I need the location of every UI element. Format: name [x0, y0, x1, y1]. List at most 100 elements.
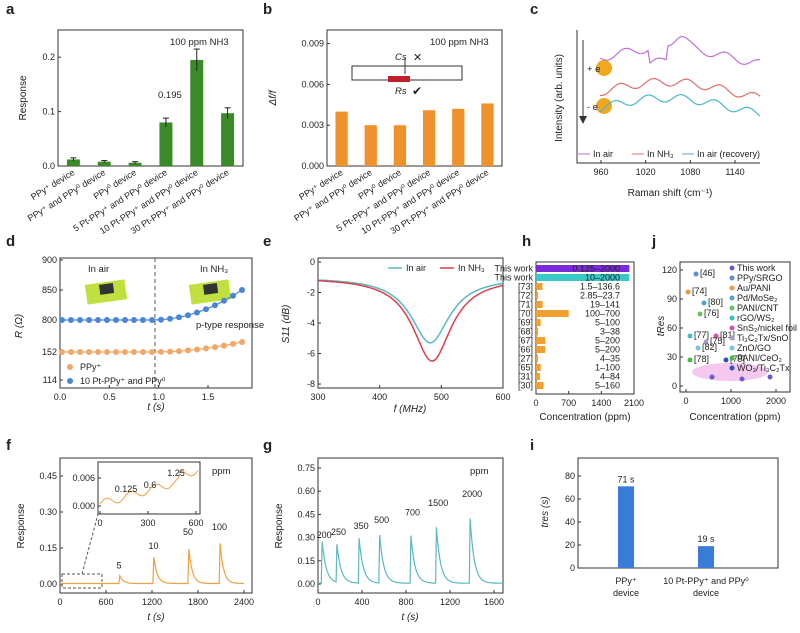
panel-g-response-chart: ppm Response t (s) 0 400 800 1200 1600 0.00 0.… — [274, 457, 504, 623]
panel-d-point — [194, 309, 200, 316]
panel-g-peak-label: 350 — [354, 521, 369, 531]
panel-j-legend-label: SnS₂/nickel foil — [737, 323, 797, 333]
panel-f-frame — [59, 457, 253, 594]
panel-e-ytick-label: -8 — [307, 379, 315, 389]
panel-g-ytick-label: 0.15 — [297, 556, 315, 566]
panel-j-point — [723, 357, 729, 363]
panel-g-ytick-label: 0.30 — [297, 533, 315, 543]
electron-icon — [596, 98, 612, 114]
panel-j-legend-marker — [729, 355, 735, 361]
panel-e-ytick-label: -2 — [307, 288, 315, 298]
panel-d-point — [95, 317, 101, 323]
panel-e-xtick-label: 600 — [495, 392, 510, 402]
panel-g-peak-label: 1500 — [428, 498, 448, 508]
panel-d-point — [59, 317, 65, 323]
panel-i-ytick-label: 60 — [565, 494, 575, 504]
panel-g-frame — [317, 457, 504, 594]
panel-j-point-label: [79] — [730, 354, 745, 364]
panel-i-ytick-label: 20 — [565, 540, 575, 550]
panel-i-ytick-label: 80 — [565, 471, 575, 481]
panel-d-bottom-ytick-label: 152 — [42, 347, 57, 357]
panel-e-xlabel: f (MHz) — [394, 404, 427, 415]
panel-a-annotation: 100 ppm NH3 — [170, 37, 229, 48]
panel-i-bar — [698, 546, 714, 568]
panel-f-peak-label: 10 — [149, 541, 159, 551]
panel-b-bar-chart: 100 ppm NH3 Δf/f Cs ✕ Rs ✔ PPy⁺ devicePP… — [268, 29, 503, 236]
panel-f-inset-xtick-label: 0 — [97, 518, 102, 528]
panel-a-ylabel: Response — [18, 75, 29, 120]
region-in-nh3: In NH₃ — [200, 264, 228, 275]
arrow-head-icon — [579, 116, 587, 124]
circuit-inset: Cs ✕ Rs ✔ — [351, 52, 463, 98]
panel-e-ytick-label: -6 — [307, 349, 315, 359]
panel-h-range-bar — [536, 283, 543, 290]
panel-d-point — [194, 346, 200, 353]
panel-d-point — [176, 348, 182, 355]
panel-d-point — [212, 344, 218, 351]
panel-h-range-bar — [536, 346, 546, 353]
panel-d-point — [167, 315, 173, 322]
panel-d-point — [212, 302, 218, 309]
panel-d-frame — [59, 257, 253, 389]
chip-icon — [98, 282, 115, 295]
panel-j-point-label: [46] — [700, 268, 715, 278]
panel-i-category-label: PPy⁺ — [615, 576, 637, 586]
panel-d-point — [68, 349, 74, 355]
panel-j-legend-marker — [729, 315, 735, 321]
cross-icon: ✕ — [413, 52, 422, 64]
panel-j-point-label: [76] — [704, 308, 719, 318]
panel-h-range-bar — [536, 301, 543, 308]
panel-j-xlabel: Concentration (ppm) — [689, 412, 780, 423]
panel-d-point — [221, 297, 227, 304]
panel-j-legend-marker — [729, 325, 735, 331]
panel-f-xtick-label: 0 — [57, 597, 62, 607]
panel-d-point — [239, 339, 245, 345]
panel-d-top-ytick-label: 850 — [42, 285, 57, 295]
panel-b-ytick-label: 0.003 — [301, 120, 324, 130]
marker-plus-e: + e — [587, 64, 600, 75]
zoom-connector — [81, 513, 99, 575]
panel-c-xtick-label: 1080 — [680, 167, 700, 177]
panel-h-ref-label: [67] — [518, 336, 533, 346]
panel-j-legend-marker — [729, 275, 735, 281]
panel-g-peak-label: 2000 — [462, 489, 482, 499]
panel-d-point — [149, 317, 155, 323]
panel-e-ytick-label: -4 — [307, 318, 315, 328]
panel-g-peak-label: 250 — [331, 527, 346, 537]
panel-j-legend-label: PANI/CNT — [737, 303, 779, 313]
panel-h-range-label: 2.85–23.7 — [580, 291, 620, 301]
panel-d-point — [68, 317, 74, 323]
panel-i-frame — [577, 457, 779, 569]
panel-f-peak-label: 5 — [117, 560, 122, 570]
panel-d-point — [131, 349, 137, 355]
panel-a-bar — [66, 159, 80, 166]
panel-h-ref-label: [68] — [518, 327, 533, 337]
panel-i-ytick-label: 0 — [570, 563, 575, 573]
panel-d-ylabel: R (Ω) — [14, 314, 25, 338]
panel-h-range-bar — [536, 274, 630, 281]
panel-d-point — [167, 348, 173, 355]
panel-letter-c: c — [530, 1, 538, 18]
panel-d-xlabel: t (s) — [147, 402, 164, 413]
panel-g-xtick-label: 1200 — [440, 597, 460, 607]
panel-i-ytick-label: 40 — [565, 517, 575, 527]
panel-j-legend-label: ZnO/GO — [737, 343, 771, 353]
panel-d-point — [230, 340, 236, 347]
panel-letter-h: h — [522, 233, 531, 250]
panel-a-bar — [159, 122, 173, 166]
panel-h-range-label: 10–2000 — [585, 273, 620, 283]
panel-g-xtick-label: 0 — [315, 597, 320, 607]
panel-h-range-label: 19–141 — [590, 300, 620, 310]
panel-j-ylabel: tRes — [656, 316, 667, 337]
panel-d-point — [140, 317, 146, 323]
panel-e-ytick-label: 0 — [310, 257, 315, 267]
panel-b-ylabel: Δf/f — [268, 89, 279, 106]
panel-j-ytick-label: 120 — [662, 265, 677, 275]
panel-letter-j: j — [651, 233, 656, 250]
panel-j-legend-label: rGO/WS₂ — [737, 313, 775, 323]
panel-d-point — [95, 349, 101, 355]
panel-g-xtick-label: 800 — [398, 597, 413, 607]
region-in-air: In air — [88, 264, 109, 275]
panel-e-series-line — [317, 279, 504, 344]
legend-ppy-plus: PPy⁺ — [80, 362, 102, 372]
